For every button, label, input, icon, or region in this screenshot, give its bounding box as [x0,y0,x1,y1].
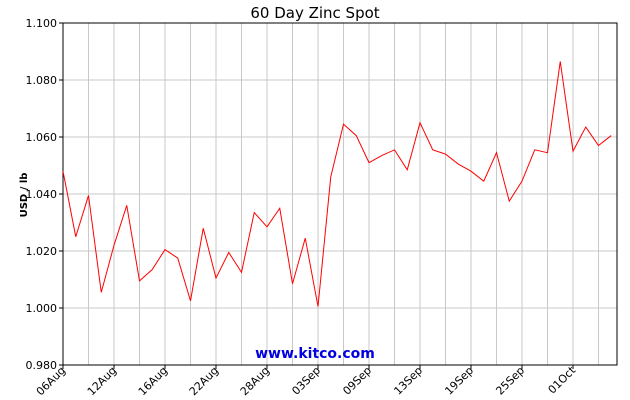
data-point [381,154,383,156]
data-point [508,200,510,202]
data-point [572,150,574,152]
x-tick-label: 03Sep [289,364,323,398]
data-point [266,226,268,228]
data-point [240,271,242,273]
data-point [291,283,293,285]
x-axis-ticks: 06Aug 12Aug 16Aug 22Aug 28Aug 03Sep 09Sep 13Sep… [34,363,579,398]
y-tick-label: 1.100 [26,17,58,30]
data-point [151,268,153,270]
data-point [597,144,599,146]
y-axis-label: USD / lb [19,173,30,218]
data-point [521,180,523,182]
data-point [202,227,204,229]
data-point [330,176,332,178]
x-tick-label: 12Aug [85,364,119,398]
data-point [610,134,612,136]
data-point [534,149,536,151]
x-tick-label: 09Sep [340,364,374,398]
data-point [559,60,561,62]
data-point [419,122,421,124]
data-points [62,60,613,308]
data-point [100,291,102,293]
chart-title: 60 Day Zinc Spot [250,4,379,22]
y-tick-label: 1.020 [26,245,58,258]
data-point [62,170,64,172]
x-tick-label: 16Aug [136,364,170,398]
data-point [126,204,128,206]
data-point [317,305,319,307]
data-point [189,300,191,302]
y-tick-label: 0.980 [26,359,58,372]
data-point [368,161,370,163]
data-point [215,277,217,279]
data-point [164,248,166,250]
x-tick-label: 13Sep [391,364,425,398]
y-tick-label: 1.040 [26,188,58,201]
data-point [342,123,344,125]
y-tick-label: 1.080 [26,74,58,87]
data-point [444,153,446,155]
data-point [87,194,89,196]
x-tick-label: 01Oct [546,363,579,396]
data-point [228,251,230,253]
y-tick-label: 1.060 [26,131,58,144]
data-point [546,151,548,153]
watermark-text: www.kitco.com [255,346,375,362]
data-point [483,180,485,182]
y-axis-ticks: 0.980 1.000 1.020 1.040 1.060 1.080 1.100 [26,17,63,372]
data-point [457,163,459,165]
data-point [177,257,179,259]
zinc-price-line [62,61,612,307]
data-point [113,244,115,246]
data-point [279,207,281,209]
data-point [495,151,497,153]
data-point [253,211,255,213]
data-point [470,170,472,172]
y-tick-label: 1.000 [26,302,58,315]
x-tick-label: 25Sep [493,364,527,398]
data-point [304,237,306,239]
data-point [432,149,434,151]
data-point [75,236,77,238]
data-point [585,126,587,128]
data-point [406,169,408,171]
x-tick-label: 28Aug [238,364,272,398]
data-point [138,280,140,282]
x-tick-label: 19Sep [442,364,476,398]
data-point [393,149,395,151]
x-tick-label: 22Aug [187,364,221,398]
data-point [355,134,357,136]
grid-lines [63,23,617,365]
